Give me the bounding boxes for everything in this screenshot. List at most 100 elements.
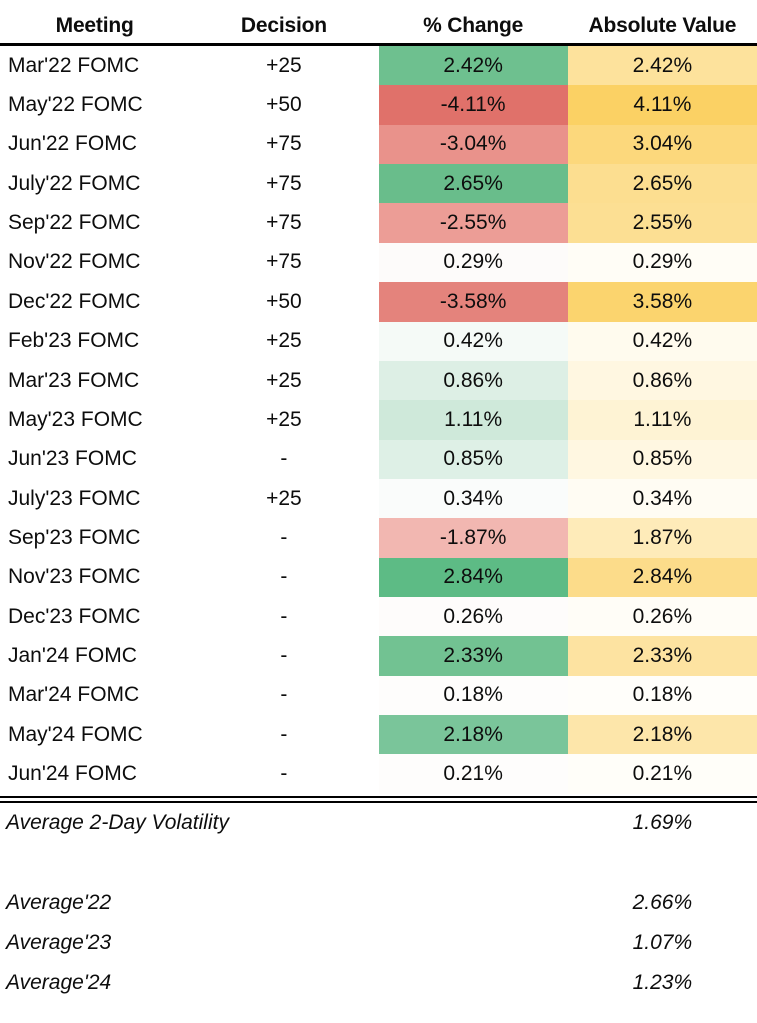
decision-cell: +50 [266,289,302,313]
table-row: Mar'24 FOMC - 0.18% 0.18% [0,675,757,716]
table-row: Sep'22 FOMC +75 -2.55% 2.55% [0,203,757,243]
abs-value-cell: 3.04% [567,124,757,165]
meeting-cell: Nov'23 FOMC [8,565,141,589]
abs-value-cell: 2.18% [567,715,757,755]
table-row: Sep'23 FOMC - -1.87% 1.87% [0,518,757,558]
decision-cell: - [280,722,288,746]
abs-value-cell: 0.85% [567,439,757,479]
pct-change-cell: 0.26% [378,597,568,637]
fomc-table: Meeting Decision % Change Absolute Value… [0,0,757,794]
table-body: Mar'22 FOMC +25 2.42% 2.42% May'22 FOMC +50 -4… [0,44,757,794]
table-row: Jun'23 FOMC - 0.85% 0.85% [0,439,757,479]
pct-change-cell: 0.29% [378,242,568,283]
table-row: Jan'24 FOMC - 2.33% 2.33% [0,636,757,676]
pct-change-cell: 0.34% [378,478,568,519]
decision-cell: +25 [266,407,302,431]
decision-cell: +25 [266,486,302,510]
abs-value-cell: 2.42% [567,44,757,86]
pct-change-cell: 2.42% [378,44,568,86]
pct-change-cell: -3.04% [378,124,568,165]
meeting-cell: Mar'23 FOMC [8,368,140,392]
header-meeting: Meeting [0,0,190,46]
summary-row-average-22: Average'22 2.66% [0,883,757,923]
table-row: Nov'23 FOMC - 2.84% 2.84% [0,557,757,598]
meeting-cell: May'23 FOMC [8,407,143,431]
summary-label-average-24: Average'24 [6,970,112,994]
decision-cell: +75 [266,211,302,235]
meeting-cell: Sep'23 FOMC [8,525,141,549]
summary-row-volatility: Average 2-Day Volatility 1.69% [0,803,757,843]
pct-change-cell: 0.21% [378,754,568,794]
abs-value-cell: 0.42% [567,321,757,361]
decision-cell: - [280,762,288,786]
summary-row-average-23: Average'23 1.07% [0,923,757,963]
table-row: May'24 FOMC - 2.18% 2.18% [0,715,757,755]
summary-value-average-23: 1.07% [632,930,693,954]
meeting-cell: Sep'22 FOMC [8,211,141,235]
table-row: May'22 FOMC +50 -4.11% 4.11% [0,85,757,125]
summary-value-average-24: 1.23% [632,970,693,994]
meeting-cell: May'24 FOMC [8,722,143,746]
pct-change-cell: 2.65% [378,164,568,204]
header-decision: Decision [189,0,379,46]
abs-value-cell: 0.34% [567,478,757,519]
meeting-cell: July'23 FOMC [8,486,141,510]
meeting-cell: Mar'22 FOMC [8,53,140,77]
table-row: Mar'23 FOMC +25 0.86% 0.86% [0,360,757,401]
decision-cell: +75 [266,250,302,274]
table-row: Jun'22 FOMC +75 -3.04% 3.04% [0,124,757,165]
pct-change-cell: 0.18% [378,675,568,716]
meeting-cell: Dec'22 FOMC [8,289,141,313]
pct-change-cell: 2.84% [378,557,568,598]
summary-gap [0,843,757,883]
table-row: May'23 FOMC +25 1.11% 1.11% [0,400,757,440]
double-rule [0,795,757,803]
pct-change-cell: 0.85% [378,439,568,479]
table-row: Dec'22 FOMC +50 -3.58% 3.58% [0,282,757,322]
summary-value-average-22: 2.66% [632,890,693,914]
summary-label-average-22: Average'22 [6,890,112,914]
header-pct-change: % Change [378,0,568,46]
abs-value-cell: 2.65% [567,164,757,204]
pct-change-cell: -3.58% [378,282,568,322]
meeting-cell: Feb'23 FOMC [8,329,140,353]
meeting-cell: Jun'22 FOMC [8,132,137,156]
meeting-cell: Nov'22 FOMC [8,250,141,274]
abs-value-cell: 2.33% [567,636,757,676]
decision-cell: - [280,525,288,549]
abs-value-cell: 0.29% [567,242,757,283]
abs-value-cell: 0.21% [567,754,757,794]
abs-value-cell: 4.11% [567,85,757,125]
meeting-cell: Jun'24 FOMC [8,762,137,786]
meeting-cell: Mar'24 FOMC [8,683,140,707]
decision-cell: +75 [266,132,302,156]
meeting-cell: Dec'23 FOMC [8,604,141,628]
decision-cell: +50 [266,93,302,117]
pct-change-cell: 0.42% [378,321,568,361]
header-row: Meeting Decision % Change Absolute Value [0,0,757,46]
decision-cell: - [280,604,288,628]
abs-value-cell: 0.18% [567,675,757,716]
decision-cell: +75 [266,171,302,195]
table-header: Meeting Decision % Change Absolute Value [0,0,757,46]
decision-cell: +25 [266,368,302,392]
pct-change-cell: -4.11% [378,85,568,125]
abs-value-cell: 1.11% [567,400,757,440]
table-row: Jun'24 FOMC - 0.21% 0.21% [0,754,757,794]
table-row: July'23 FOMC +25 0.34% 0.34% [0,478,757,519]
abs-value-cell: 2.84% [567,557,757,598]
abs-value-cell: 1.87% [567,518,757,558]
abs-value-cell: 3.58% [567,282,757,322]
decision-cell: - [280,565,288,589]
meeting-cell: Jan'24 FOMC [8,644,137,668]
meeting-cell: May'22 FOMC [8,93,143,117]
decision-cell: - [280,644,288,668]
summary-row-average-24: Average'24 1.23% [0,963,757,1003]
pct-change-cell: 1.11% [378,400,568,440]
decision-cell: +25 [266,329,302,353]
summary-label-average-23: Average'23 [6,930,112,954]
table-row: Mar'22 FOMC +25 2.42% 2.42% [0,44,757,86]
meeting-cell: July'22 FOMC [8,171,141,195]
table-row: Feb'23 FOMC +25 0.42% 0.42% [0,321,757,361]
